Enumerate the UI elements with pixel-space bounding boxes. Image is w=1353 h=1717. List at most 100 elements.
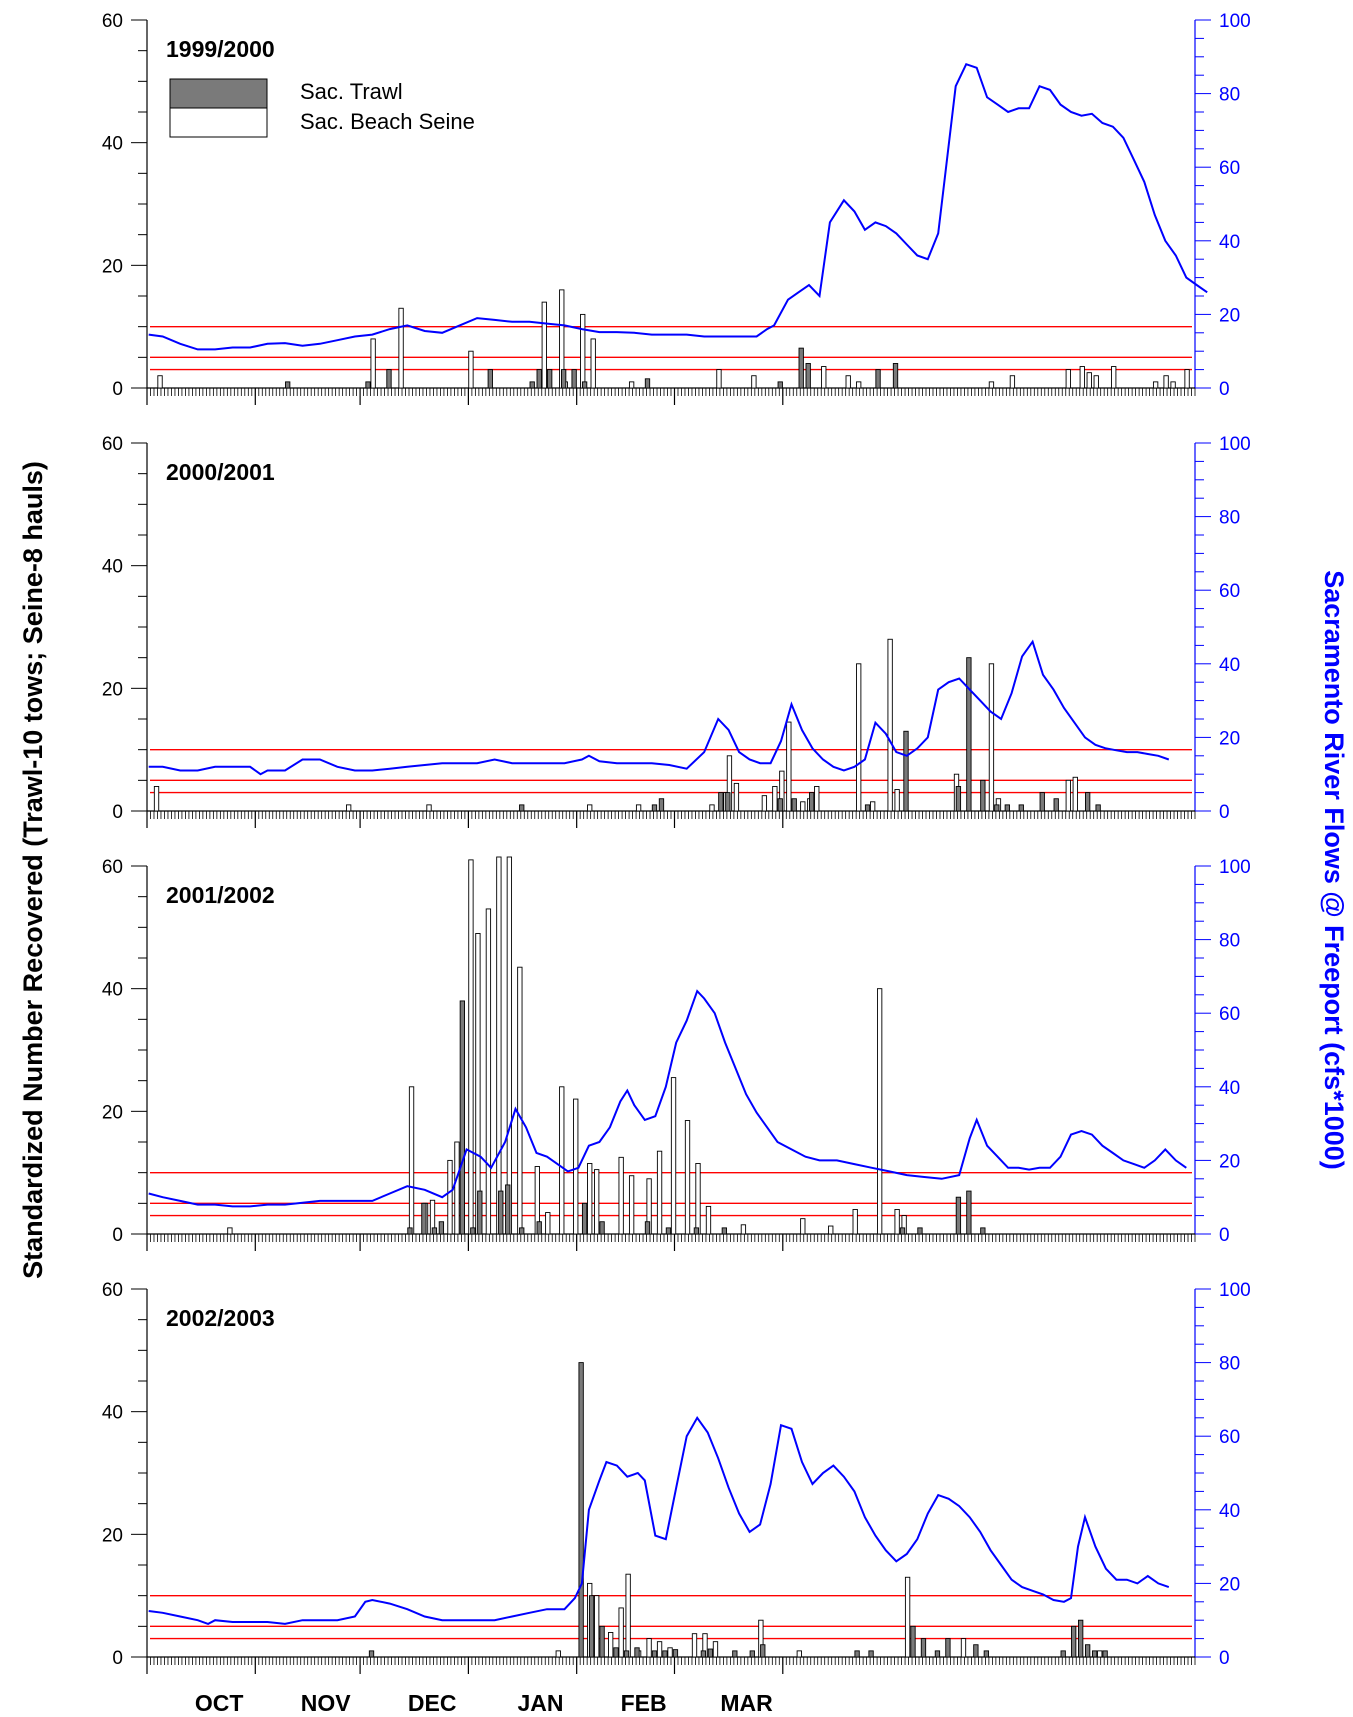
trawl-bar [875,369,881,389]
left-tick-label: 60 [102,11,123,32]
seine-bar [628,381,635,389]
trawl-bar [470,1227,476,1235]
seine-bar [845,375,851,389]
trawl-bar [707,1648,714,1658]
seine-bar [772,786,778,812]
x-day-ticks [146,811,1196,819]
seine-bar [506,856,513,1235]
right-tick-label: 80 [1219,508,1240,529]
seine-bar [1152,381,1159,389]
seine-bar [691,1633,698,1658]
trawl-bar [651,1650,658,1658]
seine-bar [594,1169,600,1235]
left-tick-label: 0 [112,379,123,400]
right-tick-label: 100 [1219,11,1251,32]
seine-bar [887,638,893,812]
right-tick-label: 20 [1219,305,1240,326]
seine-bar [475,933,481,1235]
trawl-bar [386,369,392,389]
right-axis-title: Sacramento River Flows @ Freeport (cfs*1… [1319,570,1349,1170]
trawl-bar [777,381,783,389]
seine-bar [587,1163,593,1235]
trawl-bar [368,1650,375,1658]
seine-bar [408,1086,415,1235]
month-label: OCT [195,1690,244,1716]
trawl-bar [749,1650,755,1658]
right-tick-label: 0 [1219,379,1230,400]
trawl-bar [1078,1619,1084,1658]
trawl-bar [1084,792,1091,812]
left-tick-label: 40 [102,1403,123,1424]
panel-title: 2002/2003 [166,1305,275,1331]
trawl-bar [798,347,804,389]
trawl-bar [285,381,291,389]
seine-bar [1163,375,1169,389]
trawl-bar [1053,798,1059,812]
legend-trawl-swatch [169,78,268,109]
x-day-ticks [146,1657,1196,1665]
trawl-bar [955,1196,962,1235]
flow-line [148,1415,1170,1625]
seine-bar [559,1086,565,1235]
trawl-bar [662,1650,668,1658]
seine-bar [426,804,432,812]
seine-bar [454,1141,460,1235]
trawl-bar [571,369,577,389]
trawl-bar [917,1227,923,1235]
seine-bar [1097,1650,1103,1658]
seine-bar [1093,375,1099,389]
left-tick-label: 0 [112,802,123,823]
trawl-bar [760,1644,766,1658]
trawl-bar [365,381,371,389]
seine-bar [608,1632,614,1658]
trawl-bar [864,804,871,812]
seine-bar [705,1205,712,1235]
trawl-bar [581,1202,588,1235]
trawl-bar [1095,804,1101,812]
trawl-bar [519,1227,525,1235]
trawl-bar [1060,1650,1066,1658]
trawl-bar [421,1202,427,1235]
legend-seine-label: Sac. Beach Seine [300,109,475,134]
seine-bar [856,663,862,812]
trawl-bar [805,363,811,389]
left-tick-label: 60 [102,1280,123,1301]
trawl-bar [809,792,815,812]
trawl-bar [536,1221,542,1235]
seine-bar [1009,375,1016,389]
seine-bar [800,1218,806,1235]
panel-title: 1999/2000 [166,36,275,62]
flow-line [148,62,1208,351]
month-label: NOV [301,1690,352,1716]
seine-bar [153,786,160,812]
seine-bar [370,338,376,389]
trawl-bar [700,1650,707,1658]
trawl-bar [1084,1644,1091,1658]
flow-line [148,989,1187,1208]
seine-bar [625,1573,631,1658]
panel-title: 2000/2001 [166,459,275,485]
seine-bar [733,782,740,812]
seine-bar [828,1225,834,1235]
trawl-bar [854,1650,860,1658]
seine-bar [1170,381,1176,389]
trawl-bar [644,378,651,389]
seine-bar [555,1650,561,1658]
trawl-bar [665,1227,672,1235]
trawl-bar [994,804,1000,812]
right-tick-label: 20 [1219,728,1240,749]
trawl-bar [407,1227,413,1235]
seine-bar [821,366,827,389]
seine-bar [1111,366,1117,389]
trawl-bar [651,804,658,812]
right-tick-label: 80 [1219,85,1240,106]
seine-bar [709,804,715,812]
trawl-bar [487,369,493,389]
trawl-bar [547,369,553,389]
seine-bar [618,1607,624,1658]
seine-bar [485,908,492,1235]
trawl-bar [578,1362,584,1658]
trawl-bar [983,1650,990,1658]
trawl-bar [561,369,567,389]
panel-title: 2001/2002 [166,882,275,908]
